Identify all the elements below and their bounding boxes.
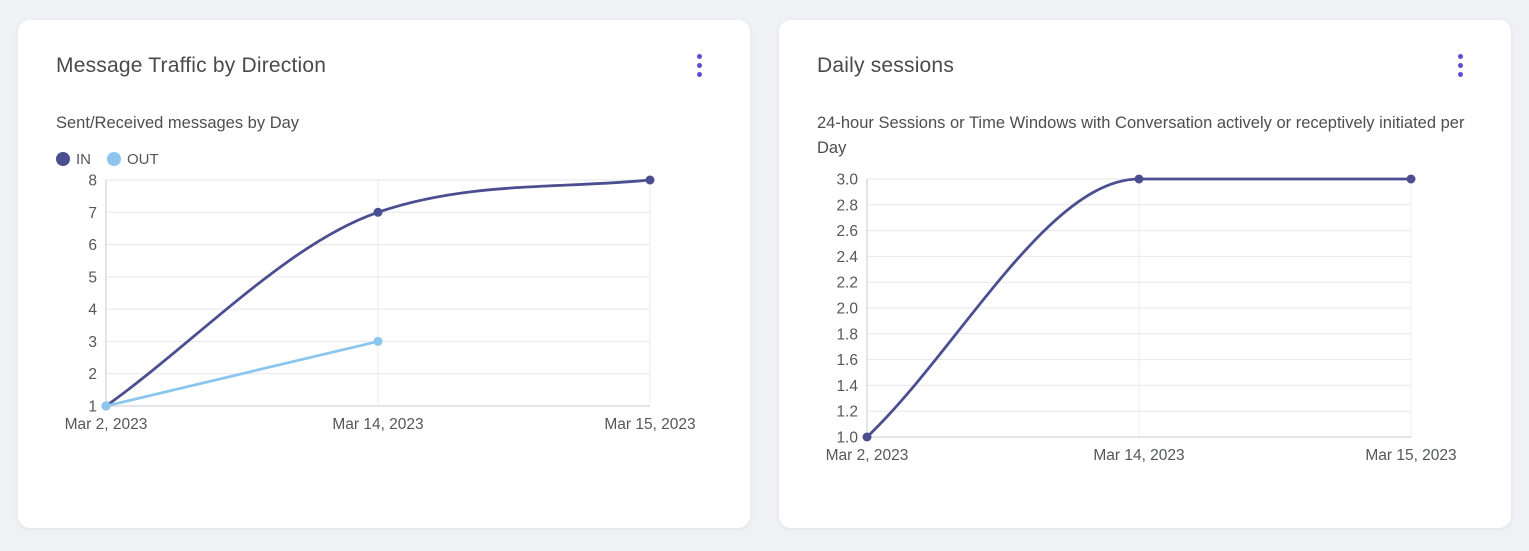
data-point[interactable]: [862, 432, 872, 441]
y-tick-label: 1.4: [836, 377, 858, 394]
x-tick-label: Mar 14, 2023: [332, 416, 423, 433]
y-tick-label: 8: [88, 172, 97, 189]
y-tick-label: 1.2: [836, 403, 858, 420]
kebab-dot: [697, 72, 702, 77]
x-tick-label: Mar 2, 2023: [65, 416, 148, 433]
card-subtitle: Sent/Received messages by Day: [56, 114, 300, 132]
legend-label-in: IN: [76, 150, 91, 168]
y-tick-label: 2: [88, 366, 97, 383]
y-tick-label: 2.2: [836, 274, 858, 291]
legend-label-out: OUT: [127, 150, 159, 168]
y-tick-label: 5: [88, 269, 97, 286]
y-tick-label: 2.8: [836, 197, 858, 214]
series-line: [865, 177, 1413, 438]
y-tick-label: 2.6: [836, 223, 858, 240]
y-tick-label: 4: [88, 301, 97, 318]
legend-dot-in: [56, 152, 70, 167]
line-chart-svg: 1.0 1.2 1.4 1.6 1.8 2.0 2.2 2.4 2.6 2.8 3.0 Mar 2, …: [826, 171, 1457, 464]
line-chart-svg: 1 2 3 4 5 6 7 8 Mar 2, 2023 Mar 14, 2023 Mar 15, 2…: [65, 172, 696, 433]
y-tick-label: 1.6: [836, 352, 858, 369]
x-tick-label: Mar 15, 2023: [604, 416, 695, 433]
card-header: Daily sessions: [817, 46, 1473, 85]
y-tick-label: 6: [88, 237, 97, 254]
kebab-menu-icon[interactable]: [687, 46, 712, 85]
kebab-dot: [1458, 72, 1463, 77]
data-point[interactable]: [373, 207, 383, 217]
kebab-dot: [1458, 63, 1463, 68]
chart-legend: IN OUT: [56, 151, 712, 168]
x-tick-label: Mar 2, 2023: [826, 447, 909, 464]
legend-item-in[interactable]: IN: [56, 151, 91, 168]
y-tick-label: 3.0: [836, 171, 858, 188]
card-header: Message Traffic by Direction: [56, 46, 712, 85]
card-title: Daily sessions: [817, 54, 955, 77]
data-point[interactable]: [1406, 174, 1416, 183]
y-tick-label: 2.0: [836, 300, 858, 317]
message-traffic-chart: 1 2 3 4 5 6 7 8 Mar 2, 2023 Mar 14, 2023 Mar 15, 2…: [56, 172, 712, 440]
data-point[interactable]: [373, 336, 383, 346]
y-tick-label: 7: [88, 205, 97, 222]
legend-dot-out: [107, 152, 121, 167]
series-line: [104, 339, 380, 408]
y-tick-label: 3: [88, 334, 97, 351]
kebab-menu-icon[interactable]: [1448, 46, 1473, 85]
y-tick-label: 1: [88, 398, 97, 415]
card-subtitle: 24-hour Sessions or Time Windows with Co…: [817, 114, 1465, 157]
x-tick-label: Mar 14, 2023: [1093, 447, 1184, 464]
data-point[interactable]: [1134, 174, 1144, 183]
y-tick-label: 1.0: [836, 429, 858, 446]
kebab-dot: [1458, 54, 1463, 59]
data-point[interactable]: [645, 175, 655, 185]
y-tick-label: 1.8: [836, 326, 858, 343]
kebab-dot: [697, 54, 702, 59]
x-tick-label: Mar 15, 2023: [1365, 447, 1456, 464]
y-tick-label: 2.4: [836, 248, 858, 265]
daily-sessions-chart: 1.0 1.2 1.4 1.6 1.8 2.0 2.2 2.4 2.6 2.8 3.0 Mar 2, …: [817, 171, 1473, 471]
card-message-traffic: Message Traffic by Direction Sent/Receiv…: [18, 20, 750, 528]
legend-item-out[interactable]: OUT: [107, 151, 159, 168]
card-daily-sessions: Daily sessions 24-hour Sessions or Time …: [779, 20, 1511, 528]
data-point[interactable]: [101, 401, 111, 411]
card-title: Message Traffic by Direction: [56, 54, 327, 77]
kebab-dot: [697, 63, 702, 68]
